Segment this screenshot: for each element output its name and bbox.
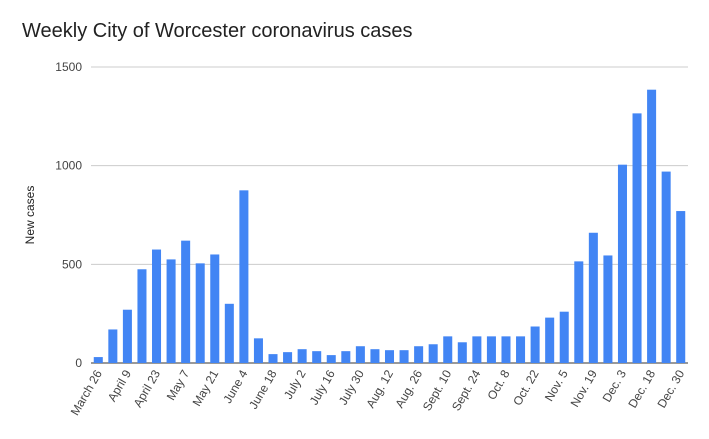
bar bbox=[355, 346, 365, 363]
x-tick-label: March 26 bbox=[68, 367, 105, 418]
x-tick-label: June 18 bbox=[246, 367, 280, 411]
bar bbox=[617, 164, 627, 363]
bar bbox=[224, 303, 234, 363]
bar bbox=[341, 351, 351, 363]
bar bbox=[545, 317, 555, 363]
bar bbox=[137, 269, 147, 363]
bar bbox=[152, 249, 162, 363]
bar bbox=[443, 336, 453, 363]
x-tick-label: May 7 bbox=[164, 367, 193, 403]
x-tick-label: Nov. 19 bbox=[568, 367, 601, 409]
bar bbox=[283, 352, 293, 363]
bar bbox=[384, 350, 395, 363]
bar bbox=[181, 240, 191, 363]
y-tick-label: 1500 bbox=[55, 60, 82, 74]
bar bbox=[574, 261, 584, 363]
bar bbox=[166, 259, 176, 363]
bar bbox=[603, 255, 613, 363]
y-tick-label: 0 bbox=[75, 356, 82, 370]
bar bbox=[268, 354, 278, 363]
bar bbox=[486, 336, 496, 363]
bar bbox=[399, 350, 409, 363]
x-tick-label: Dec. 30 bbox=[655, 367, 688, 410]
bar bbox=[676, 211, 686, 363]
x-tick-label: Oct. 8 bbox=[484, 367, 512, 402]
bar bbox=[559, 311, 569, 363]
x-tick-label: Dec. 3 bbox=[600, 367, 630, 404]
x-tick-label: April 9 bbox=[105, 367, 134, 404]
bar bbox=[516, 336, 526, 363]
x-tick-label: Oct. 22 bbox=[510, 367, 542, 408]
bar bbox=[297, 349, 307, 363]
x-tick-label: Nov. 5 bbox=[542, 367, 571, 404]
bar bbox=[588, 232, 598, 363]
x-tick-label: Sept. 24 bbox=[449, 367, 484, 413]
chart-title: Weekly City of Worcester coronavirus cas… bbox=[22, 20, 413, 42]
bar bbox=[530, 326, 540, 363]
y-tick-label: 500 bbox=[62, 257, 82, 271]
bar bbox=[195, 263, 205, 363]
bar bbox=[370, 349, 380, 363]
bar bbox=[122, 309, 132, 363]
bar bbox=[428, 344, 438, 363]
bar bbox=[253, 338, 263, 363]
x-tick-label: April 23 bbox=[131, 367, 164, 410]
bar bbox=[108, 329, 118, 363]
bar bbox=[210, 254, 220, 363]
bar bbox=[647, 89, 657, 364]
x-tick-label: Dec. 18 bbox=[625, 367, 658, 410]
bar bbox=[472, 336, 482, 363]
bar bbox=[457, 342, 467, 363]
x-tick-label: Aug. 12 bbox=[363, 367, 396, 410]
x-tick-label: June 4 bbox=[220, 367, 250, 405]
bar bbox=[632, 113, 642, 363]
x-tick-label: May 21 bbox=[190, 367, 222, 408]
bar bbox=[93, 357, 103, 363]
y-tick-label: 1000 bbox=[55, 159, 82, 173]
bar bbox=[312, 351, 322, 363]
bar bbox=[326, 355, 336, 363]
x-tick-label: July 30 bbox=[336, 367, 367, 407]
x-tick-label: July 2 bbox=[281, 367, 309, 401]
x-tick-label: July 16 bbox=[307, 367, 338, 407]
bar bbox=[414, 346, 424, 363]
bar bbox=[239, 190, 249, 363]
bar bbox=[501, 336, 511, 363]
y-axis-title: New cases bbox=[23, 186, 37, 245]
bar bbox=[661, 171, 671, 363]
